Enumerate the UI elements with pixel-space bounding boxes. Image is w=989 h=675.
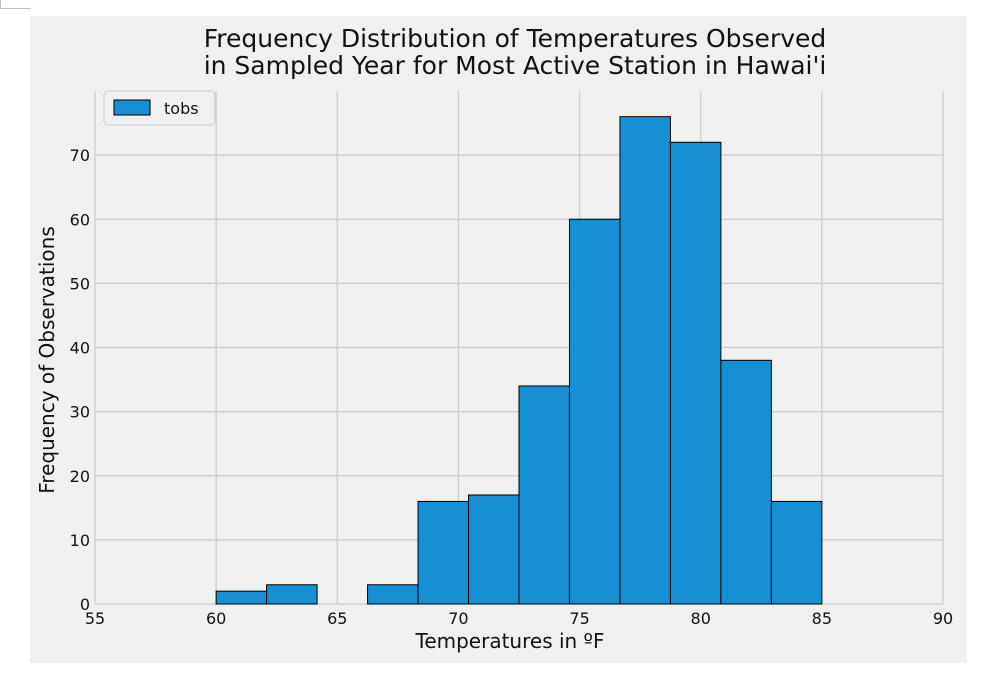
histogram-bar-0 xyxy=(215,590,268,605)
y-axis-label: Frequency of Observations xyxy=(35,226,59,494)
histogram-bar-1 xyxy=(266,584,318,605)
y-tick-40: 40 xyxy=(70,339,90,358)
histogram-bar-8 xyxy=(619,116,671,605)
y-tick-0: 0 xyxy=(80,595,90,614)
legend-swatch xyxy=(113,99,151,116)
y-tick-30: 30 xyxy=(70,403,90,422)
y-tick-60: 60 xyxy=(70,210,90,229)
histogram-bar-6 xyxy=(518,385,570,605)
y-tick-10: 10 xyxy=(70,531,90,550)
x-tick-80: 80 xyxy=(691,609,711,628)
y-tick-labels: 0 10 20 30 40 50 60 70 xyxy=(70,146,90,614)
histogram-bar-7 xyxy=(568,218,621,605)
x-tick-70: 70 xyxy=(448,609,468,628)
notebook-toolbar-strip xyxy=(0,0,989,18)
histogram-bars xyxy=(215,116,823,605)
histogram-bar-11 xyxy=(770,500,823,605)
x-tick-75: 75 xyxy=(569,609,589,628)
chart-title: Frequency Distribution of Temperatures O… xyxy=(204,24,827,53)
x-tick-60: 60 xyxy=(206,609,226,628)
x-tick-65: 65 xyxy=(327,609,347,628)
histogram-bar-3 xyxy=(367,584,419,605)
x-axis-label: Temperatures in ºF xyxy=(415,629,605,653)
chart-subtitle: in Sampled Year for Most Active Station … xyxy=(204,51,827,80)
y-tick-50: 50 xyxy=(70,274,90,293)
histogram-chart: 55 60 65 70 75 80 85 90 0 10 20 30 40 50 60 70 Frequen… xyxy=(35,24,953,653)
x-tick-55: 55 xyxy=(85,609,105,628)
histogram-bar-9 xyxy=(669,141,722,605)
x-tick-85: 85 xyxy=(812,609,832,628)
histogram-bar-4 xyxy=(417,500,470,605)
x-tick-90: 90 xyxy=(933,609,953,628)
legend-label-tobs: tobs xyxy=(164,99,199,118)
chart-figure: 55 60 65 70 75 80 85 90 0 10 20 30 40 50 60 70 Frequen… xyxy=(30,16,967,663)
y-tick-70: 70 xyxy=(70,146,90,165)
histogram-bar-10 xyxy=(720,359,772,605)
cell-corner-marker xyxy=(0,0,31,9)
y-tick-20: 20 xyxy=(70,467,90,486)
legend: tobs xyxy=(103,90,216,126)
histogram-bar-5 xyxy=(468,494,520,605)
x-tick-labels: 55 60 65 70 75 80 85 90 xyxy=(85,609,953,628)
